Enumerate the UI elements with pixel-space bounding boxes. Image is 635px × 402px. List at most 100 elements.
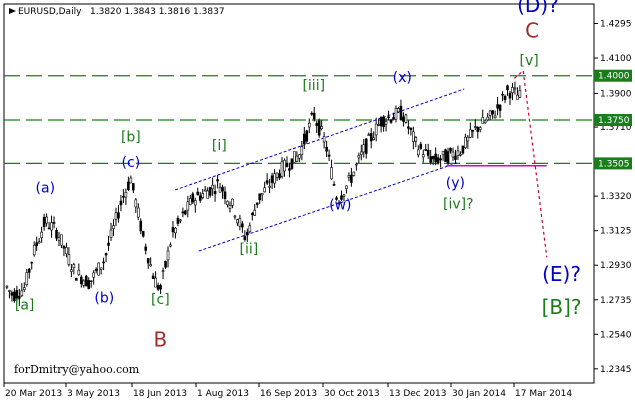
x-tick-label: 20 Mar 2013 (5, 389, 62, 399)
candle-body (233, 215, 237, 218)
candle-body (236, 219, 239, 224)
wave-label: (b) (94, 290, 114, 306)
candle-body (461, 145, 465, 154)
candle-body (459, 154, 462, 156)
candle-body (419, 143, 423, 149)
candle-body (60, 234, 63, 246)
candle-body (47, 227, 51, 230)
wave-label: (E)? (542, 262, 581, 286)
candle-body (456, 150, 460, 156)
candle-body (508, 92, 512, 99)
candle-body (315, 123, 319, 126)
candle-body (189, 198, 192, 206)
candle-body (312, 112, 316, 120)
candle-body (243, 236, 247, 240)
plot-frame (3, 3, 595, 384)
candle-body (384, 121, 388, 125)
candle-body (52, 222, 56, 224)
candle-body (496, 104, 499, 109)
candle-body (352, 171, 356, 176)
candle-body (488, 110, 492, 116)
candle-body (102, 261, 105, 264)
y-tick-label: 1.2540 (600, 330, 632, 340)
candle-body (5, 285, 9, 288)
candle-body (434, 153, 437, 163)
candle-body (481, 117, 485, 124)
trend-channel (174, 88, 465, 252)
wave-label: (w) (329, 197, 351, 213)
candle-body (82, 280, 86, 286)
y-tick-label: 1.4295 (600, 19, 632, 29)
candle-body (469, 129, 472, 138)
y-tick-label: 1.2345 (600, 365, 632, 375)
candle-body (146, 258, 150, 264)
y-tick-label: 1.4100 (600, 54, 632, 64)
chart-header-symbol: EURUSD,Daily (18, 7, 82, 17)
candle-body (191, 193, 195, 203)
candle-body (436, 157, 440, 164)
candle-body (75, 278, 78, 281)
candle-body (84, 275, 88, 287)
candle-body (159, 285, 162, 290)
candle-body (506, 85, 509, 91)
candle-body (421, 154, 425, 158)
candle-body (273, 173, 276, 184)
candle-body (268, 185, 271, 188)
candle-body (275, 172, 279, 178)
wave-label: (c) (122, 155, 141, 171)
candle-body (322, 136, 326, 143)
candle-body (350, 174, 353, 183)
candle-body (193, 200, 197, 206)
candle-body (283, 159, 286, 172)
x-tick-label: 3 May 2013 (67, 389, 120, 399)
candle-body (288, 168, 291, 171)
candle-body (72, 264, 76, 269)
candle-body (231, 198, 234, 206)
candle-body (307, 122, 311, 128)
candle-body (10, 292, 14, 296)
candle-body (223, 191, 227, 199)
candle-body (374, 123, 378, 136)
candle-body (132, 183, 135, 191)
candle-body (89, 280, 93, 282)
candle-body (486, 116, 489, 121)
candle-body (394, 108, 398, 120)
candle-body (201, 193, 205, 198)
candle-body (342, 194, 346, 197)
candle-body (154, 277, 157, 288)
candle-body (77, 269, 81, 275)
candle-body (129, 177, 133, 184)
candle-body (446, 151, 450, 164)
candle-body (335, 197, 338, 200)
candle-body (99, 267, 103, 270)
candle-body (20, 290, 24, 296)
candle-body (198, 195, 202, 201)
candle-body (216, 179, 219, 182)
candle-body (362, 144, 366, 153)
candle-body (22, 287, 26, 290)
candle-body (501, 93, 504, 96)
wave-label: [i] (212, 138, 227, 154)
wave-label: [b] (121, 129, 141, 145)
candle-body (369, 133, 373, 142)
candle-body (340, 195, 343, 200)
candle-body (454, 155, 457, 160)
candle-body (347, 175, 351, 178)
candle-body (218, 187, 222, 193)
channel-lower-line (198, 162, 459, 252)
candle-body (409, 127, 413, 130)
level-price-label: 1.3505 (598, 159, 630, 169)
candle-body (270, 175, 274, 183)
candle-body (412, 131, 415, 142)
candle-body (466, 136, 470, 142)
y-tick-label: 1.3710 (600, 123, 632, 133)
candle-body (169, 244, 172, 247)
candle-body (35, 242, 38, 247)
candle-body (357, 155, 361, 159)
candle-body (37, 241, 41, 244)
candle-body (149, 264, 152, 267)
candle-body (278, 173, 281, 179)
candle-body (67, 254, 71, 265)
chart-header-quotes: 1.3820 1.3843 1.3816 1.3837 (90, 7, 225, 17)
